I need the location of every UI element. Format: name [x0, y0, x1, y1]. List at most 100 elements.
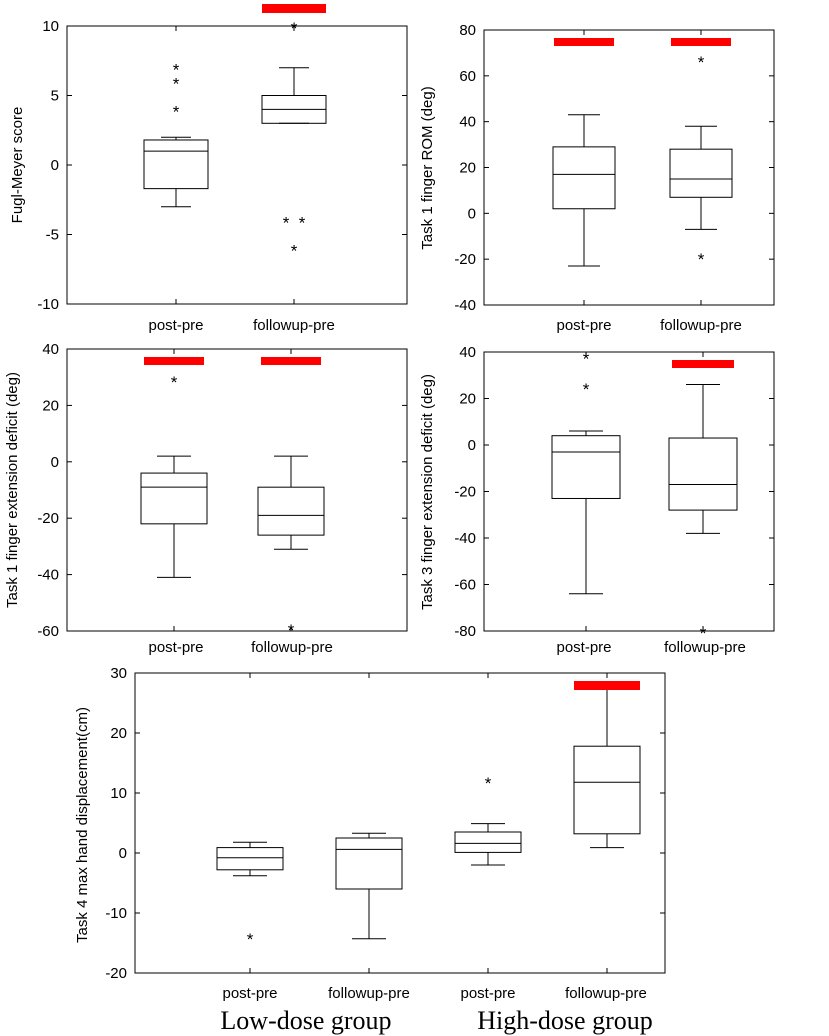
outlier-marker: *: [173, 102, 180, 121]
outlier-marker: *: [283, 214, 290, 233]
y-axis-label: Task 3 finger extension deficit (deg): [419, 374, 436, 610]
y-axis-label: Task 4 max hand displacement(cm): [74, 707, 91, 943]
y-tick-label: -10: [37, 296, 59, 313]
iqr-box: [140, 472, 208, 525]
iqr-box: [551, 435, 621, 499]
y-tick-label: 0: [119, 845, 127, 862]
iqr-box: [335, 837, 403, 890]
x-tick-label: followup-pre: [328, 985, 410, 1002]
iqr-box: [573, 745, 641, 835]
y-axis-ticks: -40 -20 0 20 40 60 80: [454, 22, 774, 314]
box-marks: **: [140, 357, 325, 640]
y-tick-label: -40: [454, 530, 476, 547]
outlier-marker: *: [173, 75, 180, 94]
plot-frame: [134, 672, 666, 974]
y-tick-label: 10: [110, 785, 127, 802]
y-tick-label: -20: [454, 484, 476, 501]
x-tick-label: post-pre: [148, 317, 203, 334]
group-label-low-dose: Low-dose group: [220, 1006, 391, 1035]
task3-extension-deficit-panel: -80 -60 -40 -20 0 20 40 * * * post-pre followup-…: [419, 344, 775, 656]
significance-bar: [574, 681, 640, 690]
y-axis-label: Task 1 finger ROM (deg): [419, 86, 436, 249]
y-tick-label: 20: [110, 725, 127, 742]
y-tick-label: 20: [459, 160, 476, 177]
y-tick-label: 60: [459, 68, 476, 85]
iqr-box: [668, 437, 738, 511]
x-tick-label: followup-pre: [565, 985, 647, 1002]
significance-bar: [554, 38, 614, 46]
box-marks: **: [552, 38, 733, 269]
y-tick-label: 10: [42, 18, 59, 35]
plot-frame: [483, 29, 775, 306]
y-tick-label: 40: [459, 344, 476, 361]
y-tick-label: -40: [37, 567, 59, 584]
y-axis-ticks: -10 -5 0 5 10: [37, 18, 407, 313]
x-tick-label: followup-pre: [253, 317, 335, 334]
significance-bar: [672, 360, 734, 368]
outlier-marker: *: [485, 774, 492, 793]
outlier-marker: *: [171, 373, 178, 392]
x-tick-label: post-pre: [460, 985, 515, 1002]
y-axis-ticks: -80 -60 -40 -20 0 20 40: [454, 344, 774, 640]
outlier-marker: *: [698, 250, 705, 269]
y-tick-label: 0: [51, 454, 59, 471]
x-tick-label: post-pre: [556, 317, 611, 334]
significance-bar: [262, 4, 326, 13]
x-tick-label: followup-pre: [251, 639, 333, 656]
y-tick-label: 5: [51, 88, 59, 105]
outlier-marker: *: [173, 61, 180, 80]
y-tick-label: -5: [46, 227, 59, 244]
y-axis-ticks: -20 -10 0 10 20 30: [105, 665, 665, 982]
iqr-box: [257, 486, 325, 536]
y-tick-label: -10: [105, 905, 127, 922]
y-tick-label: 80: [459, 22, 476, 39]
box-marks: ***** **: [143, 4, 327, 260]
outlier-marker: *: [700, 624, 707, 643]
outlier-marker: *: [583, 350, 590, 369]
x-tick-label: post-pre: [556, 639, 611, 656]
y-axis-label: Fugl-Meyer score: [9, 107, 26, 224]
plot-frame: [66, 25, 408, 305]
y-tick-label: 20: [459, 391, 476, 408]
y-axis-ticks: -60 -40 -20 0 20 40: [37, 341, 407, 640]
y-tick-label: 0: [468, 437, 476, 454]
y-tick-label: -20: [37, 510, 59, 527]
x-tick-label: post-pre: [148, 639, 203, 656]
y-tick-label: 0: [51, 157, 59, 174]
significance-bar: [671, 38, 731, 46]
iqr-box: [143, 139, 209, 190]
x-tick-label: followup-pre: [664, 639, 746, 656]
y-axis-label: Task 1 finger extension deficit (deg): [4, 372, 21, 608]
iqr-box: [216, 847, 284, 871]
x-tick-label: post-pre: [222, 985, 277, 1002]
y-tick-label: 30: [110, 665, 127, 682]
y-tick-label: -60: [454, 577, 476, 594]
outlier-marker: *: [291, 241, 298, 260]
outlier-marker: *: [299, 214, 306, 233]
significance-bar: [144, 357, 204, 365]
box-marks: * * *: [551, 350, 738, 643]
box-marks: **: [216, 681, 641, 949]
y-tick-label: 20: [42, 397, 59, 414]
plot-frame: [66, 348, 408, 632]
outlier-marker: *: [583, 380, 590, 399]
y-tick-label: 40: [459, 114, 476, 131]
outlier-marker: *: [288, 621, 295, 640]
y-tick-label: -40: [454, 297, 476, 314]
group-label-high-dose: High-dose group: [477, 1006, 652, 1035]
iqr-box: [669, 148, 733, 198]
outlier-marker: *: [247, 930, 254, 949]
y-tick-label: -80: [454, 623, 476, 640]
significance-bar: [261, 357, 321, 365]
iqr-box: [552, 146, 616, 210]
outlier-marker: *: [291, 19, 298, 38]
y-tick-label: 0: [468, 205, 476, 222]
y-tick-label: -20: [105, 965, 127, 982]
x-tick-label: followup-pre: [660, 317, 742, 334]
plot-frame: [483, 351, 775, 632]
